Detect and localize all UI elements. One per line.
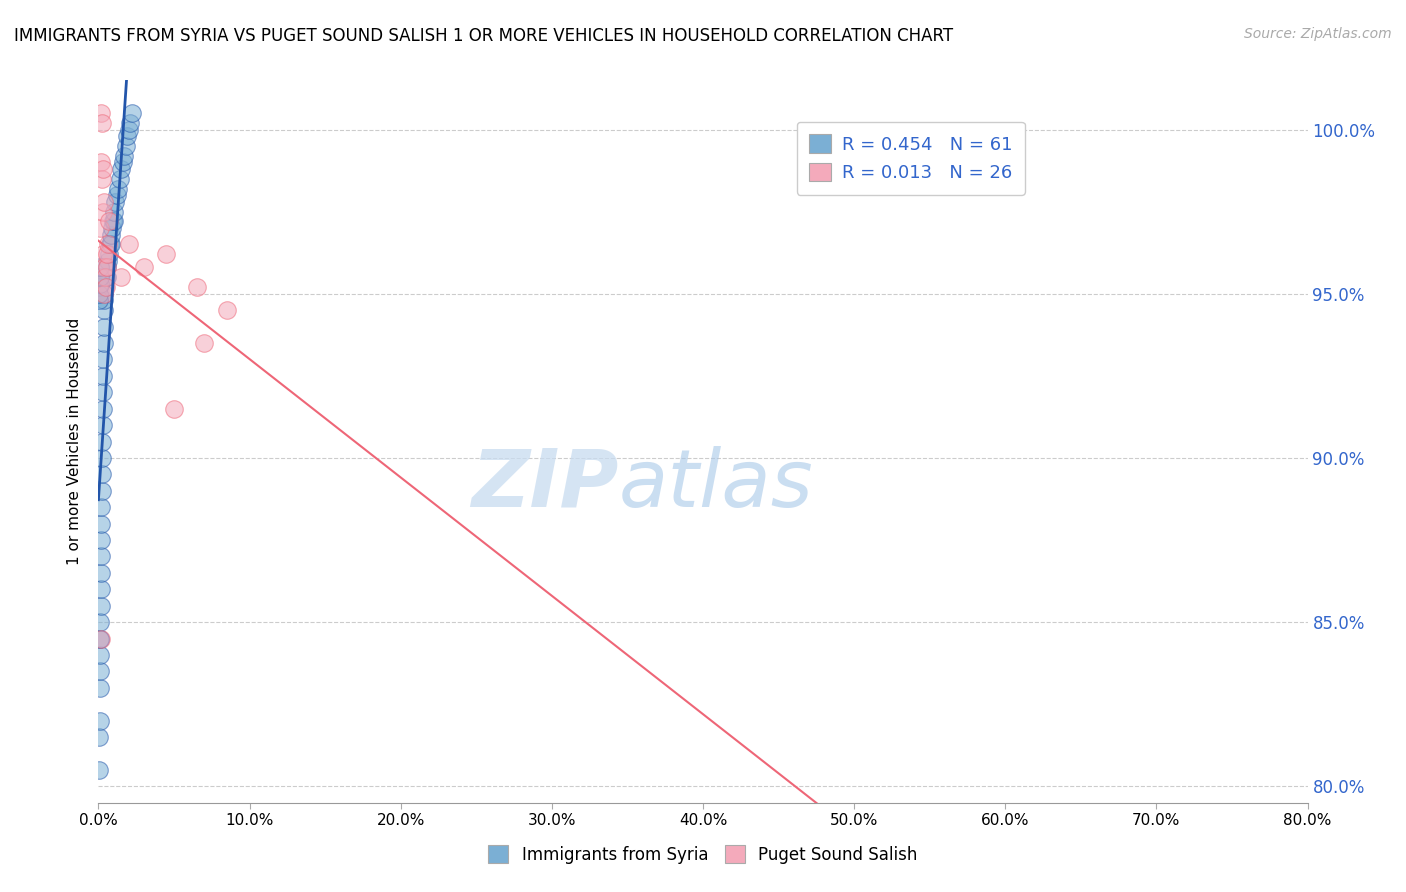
Text: atlas: atlas <box>619 446 813 524</box>
Point <box>90 632 112 646</box>
Point <box>215 303 238 318</box>
Point <box>89 730 111 744</box>
Point <box>193 336 215 351</box>
Point <box>93 286 115 301</box>
Point <box>96 270 118 285</box>
Point <box>96 247 118 261</box>
Point <box>90 549 112 564</box>
Point <box>90 566 112 580</box>
Point <box>89 280 111 294</box>
Point <box>89 270 111 285</box>
Point <box>89 293 111 308</box>
Point <box>121 106 143 120</box>
Point <box>118 237 141 252</box>
Point <box>118 122 141 136</box>
Point <box>89 286 111 301</box>
Text: ZIP: ZIP <box>471 446 619 524</box>
Point <box>105 188 128 202</box>
Point <box>89 632 111 646</box>
Point <box>91 161 114 176</box>
Point <box>89 714 111 728</box>
Text: IMMIGRANTS FROM SYRIA VS PUGET SOUND SALISH 1 OR MORE VEHICLES IN HOUSEHOLD CORR: IMMIGRANTS FROM SYRIA VS PUGET SOUND SAL… <box>14 27 953 45</box>
Point <box>97 237 120 252</box>
Point <box>111 155 134 169</box>
Point <box>186 280 208 294</box>
Point <box>90 533 112 547</box>
Point <box>94 280 117 294</box>
Point <box>93 293 115 308</box>
Legend: R = 0.454   N = 61, R = 0.013   N = 26: R = 0.454 N = 61, R = 0.013 N = 26 <box>797 122 1025 194</box>
Point <box>100 237 122 252</box>
Point <box>96 260 118 275</box>
Point <box>97 254 120 268</box>
Point <box>90 599 112 613</box>
Point <box>104 194 127 209</box>
Point <box>89 681 111 695</box>
Point <box>93 303 115 318</box>
Point <box>90 106 112 120</box>
Point <box>120 116 142 130</box>
Point <box>101 221 124 235</box>
Point <box>93 319 115 334</box>
Point <box>91 247 114 261</box>
Point <box>93 260 115 275</box>
Point <box>91 434 114 449</box>
Point <box>93 286 115 301</box>
Point <box>108 171 131 186</box>
Point <box>90 516 112 531</box>
Point <box>100 227 122 242</box>
Point <box>112 149 135 163</box>
Legend: Immigrants from Syria, Puget Sound Salish: Immigrants from Syria, Puget Sound Salis… <box>482 838 924 871</box>
Point <box>89 632 111 646</box>
Point <box>115 129 138 144</box>
Point <box>89 763 111 777</box>
Point <box>91 385 114 400</box>
Point <box>93 194 115 209</box>
Point <box>90 116 112 130</box>
Point <box>103 204 125 219</box>
Point <box>101 214 124 228</box>
Point <box>114 139 136 153</box>
Point <box>94 270 117 285</box>
Point <box>98 237 121 252</box>
Point <box>91 368 114 383</box>
Point <box>132 260 155 275</box>
Point <box>163 401 186 416</box>
Point <box>91 352 114 367</box>
Point <box>155 247 177 261</box>
Point <box>96 260 118 275</box>
Point <box>93 336 115 351</box>
Point <box>110 270 132 285</box>
Point <box>89 260 111 275</box>
Point <box>89 615 111 630</box>
Point <box>91 450 114 465</box>
Point <box>94 280 117 294</box>
Text: Source: ZipAtlas.com: Source: ZipAtlas.com <box>1244 27 1392 41</box>
Point <box>107 182 129 196</box>
Point <box>89 221 111 235</box>
Point <box>98 214 121 228</box>
Point <box>90 582 112 597</box>
Y-axis label: 1 or more Vehicles in Household: 1 or more Vehicles in Household <box>67 318 83 566</box>
Point <box>89 648 111 662</box>
Point <box>90 155 112 169</box>
Point <box>90 467 112 482</box>
Point <box>98 247 121 261</box>
Point <box>94 270 117 285</box>
Point <box>89 277 111 291</box>
Point <box>91 401 114 416</box>
Point <box>110 161 132 176</box>
Point <box>103 214 125 228</box>
Point <box>91 204 114 219</box>
Point <box>91 418 114 433</box>
Point <box>90 483 112 498</box>
Point <box>90 500 112 515</box>
Point <box>89 665 111 679</box>
Point <box>91 171 114 186</box>
